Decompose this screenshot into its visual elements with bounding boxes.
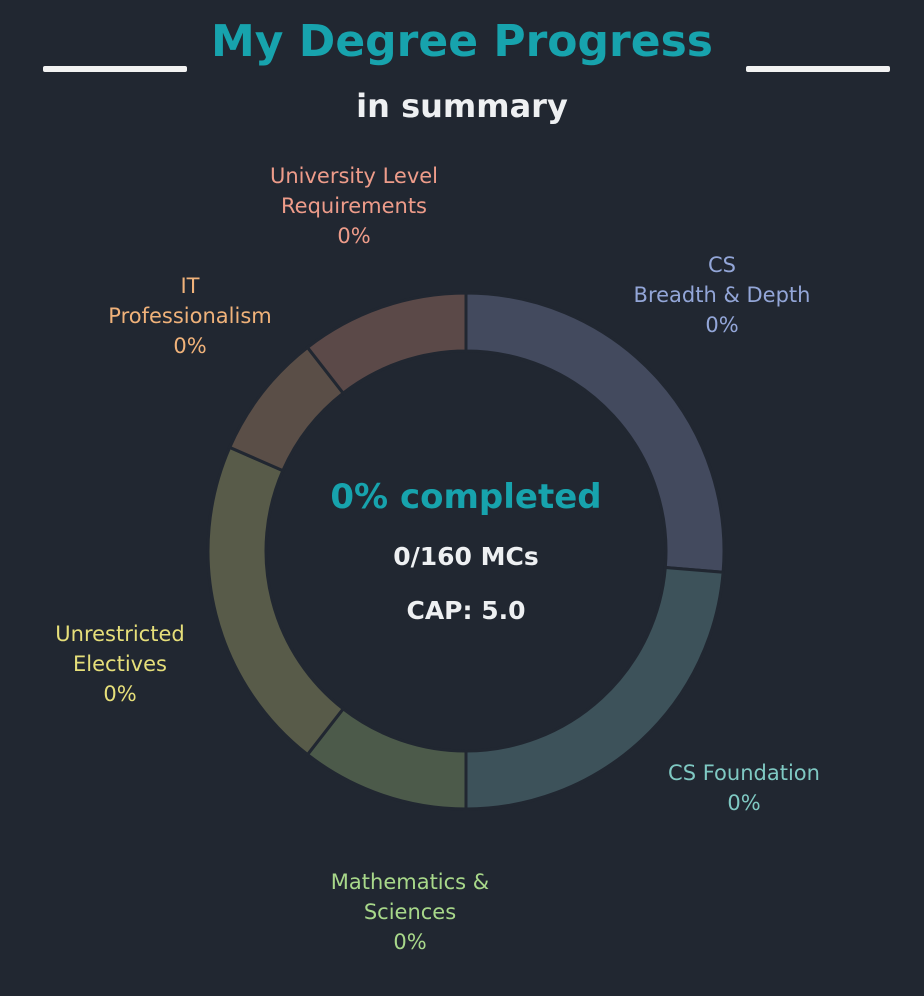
segment-percentage: 0% bbox=[727, 791, 761, 815]
segment-label-unrestricted-electives: Unrestricted Electives 0% bbox=[20, 619, 220, 709]
title-divider-left bbox=[43, 66, 187, 72]
page-title: My Degree Progress bbox=[211, 16, 713, 67]
segment-percentage: 0% bbox=[103, 682, 137, 706]
segment-percentage: 0% bbox=[705, 313, 739, 337]
segment-label-university-level-requirements: University Level Requirements 0% bbox=[234, 161, 474, 251]
segment-label-cs-foundation: CS Foundation 0% bbox=[644, 758, 844, 818]
segment-name: Mathematics & Sciences bbox=[330, 870, 490, 924]
segment-name: CS Breadth & Depth bbox=[633, 253, 811, 307]
segment-percentage: 0% bbox=[337, 224, 371, 248]
segment-label-mathematics-sciences: Mathematics & Sciences 0% bbox=[290, 867, 530, 957]
segment-name: University Level Requirements bbox=[269, 164, 439, 218]
donut-segment-university-level-requirements[interactable] bbox=[305, 291, 468, 396]
segment-label-cs-breadth-depth: CS Breadth & Depth 0% bbox=[612, 250, 832, 340]
segment-name: Unrestricted Electives bbox=[55, 622, 185, 676]
title-divider-right bbox=[746, 66, 890, 72]
completion-percentage: 0% completed bbox=[330, 477, 602, 517]
segment-name: IT Professionalism bbox=[108, 274, 272, 328]
segment-percentage: 0% bbox=[173, 334, 207, 358]
segment-percentage: 0% bbox=[393, 930, 427, 954]
segment-label-it-professionalism: IT Professionalism 0% bbox=[80, 271, 300, 361]
page-subtitle: in summary bbox=[356, 87, 568, 125]
segment-name: CS Foundation bbox=[668, 761, 820, 785]
cap-score: CAP: 5.0 bbox=[406, 596, 526, 625]
mcs-count: 0/160 MCs bbox=[393, 542, 539, 571]
